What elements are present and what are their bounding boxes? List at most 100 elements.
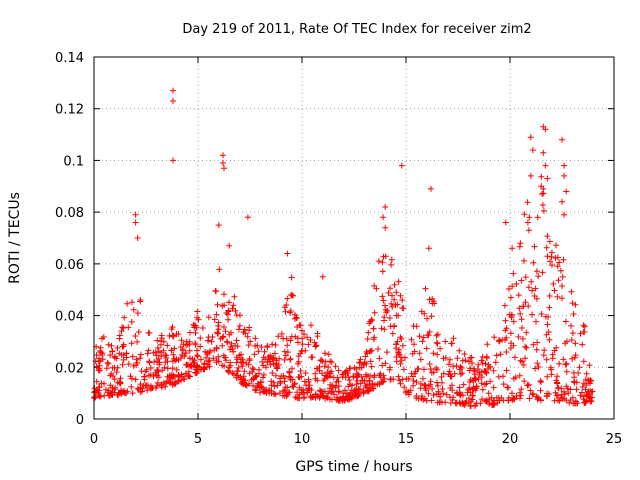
data-point <box>260 362 267 369</box>
data-point <box>442 338 449 345</box>
data-point <box>517 240 524 247</box>
data-point <box>380 297 387 304</box>
data-point <box>235 364 242 371</box>
data-point <box>581 393 587 400</box>
data-point <box>225 368 232 375</box>
data-point <box>114 379 121 386</box>
data-point <box>588 398 595 404</box>
data-point <box>206 363 213 370</box>
data-point <box>353 381 360 388</box>
data-point <box>132 219 139 226</box>
data-point <box>117 375 124 382</box>
data-point <box>508 340 515 347</box>
data-point <box>312 343 319 350</box>
data-point <box>211 347 218 354</box>
data-point <box>153 372 160 379</box>
data-point <box>96 365 103 372</box>
data-point <box>321 363 328 370</box>
data-point <box>517 310 524 317</box>
data-point <box>483 380 490 387</box>
data-point <box>137 355 143 362</box>
data-point <box>132 376 139 383</box>
data-point <box>120 356 127 363</box>
data-point <box>332 363 339 370</box>
data-point <box>527 172 534 179</box>
data-point <box>139 385 146 392</box>
data-point <box>520 362 527 368</box>
data-point <box>348 393 355 400</box>
data-point <box>562 361 569 368</box>
data-point <box>260 371 267 378</box>
data-point <box>467 403 474 410</box>
data-point <box>244 214 251 221</box>
data-point <box>357 356 364 363</box>
data-point <box>397 361 404 367</box>
data-point <box>112 386 118 393</box>
data-point <box>119 361 126 368</box>
data-point <box>568 288 575 295</box>
data-point <box>246 355 253 362</box>
data-point <box>556 360 563 367</box>
data-point <box>521 257 527 264</box>
y-tick-label: 0 <box>76 413 84 428</box>
data-point <box>511 396 518 403</box>
data-point <box>304 389 311 396</box>
data-point <box>153 383 160 389</box>
data-point <box>229 346 236 353</box>
data-point <box>240 373 247 380</box>
data-point <box>538 311 545 317</box>
data-point <box>153 352 160 359</box>
data-point <box>378 325 385 332</box>
data-point <box>314 377 321 384</box>
data-point <box>233 337 240 344</box>
data-point <box>257 389 264 396</box>
data-point <box>446 368 453 375</box>
data-point <box>410 377 417 384</box>
data-point <box>111 354 118 361</box>
data-point <box>561 162 568 169</box>
data-point <box>503 349 510 355</box>
data-point <box>175 331 182 337</box>
data-point <box>144 350 151 357</box>
data-point <box>314 333 321 340</box>
data-point <box>240 329 247 335</box>
data-point <box>170 98 176 104</box>
data-point <box>453 400 460 407</box>
data-point <box>580 322 587 329</box>
data-point <box>195 316 202 323</box>
data-point <box>137 381 144 388</box>
data-point <box>214 329 221 336</box>
data-point <box>119 324 126 331</box>
data-point <box>535 273 542 280</box>
data-point <box>97 344 104 351</box>
tick-labels: 0 5 10 15 20 25 0 0.02 0.04 0.06 0.08 0.1 0.12 0.14 <box>55 51 622 447</box>
data-point <box>533 268 540 275</box>
data-point <box>564 385 571 392</box>
data-point <box>408 370 415 377</box>
data-point <box>539 202 546 208</box>
data-point <box>381 326 388 333</box>
data-point <box>108 342 115 349</box>
data-point <box>238 359 245 366</box>
data-point <box>582 386 589 393</box>
data-point <box>365 388 372 395</box>
data-point <box>287 355 294 362</box>
data-point <box>540 207 547 214</box>
data-point <box>459 399 466 406</box>
data-point <box>234 368 241 375</box>
data-point <box>130 306 137 313</box>
data-point <box>451 370 458 377</box>
data-point <box>275 361 282 368</box>
data-point <box>565 390 572 397</box>
data-point <box>243 360 250 367</box>
data-point <box>239 379 246 386</box>
data-point <box>561 211 568 218</box>
data-point <box>340 394 346 401</box>
data-point <box>182 350 189 356</box>
data-point <box>99 352 106 358</box>
data-point <box>147 365 154 371</box>
data-point <box>280 335 287 342</box>
data-point <box>197 356 204 363</box>
data-point <box>283 302 290 308</box>
data-point <box>302 370 309 376</box>
